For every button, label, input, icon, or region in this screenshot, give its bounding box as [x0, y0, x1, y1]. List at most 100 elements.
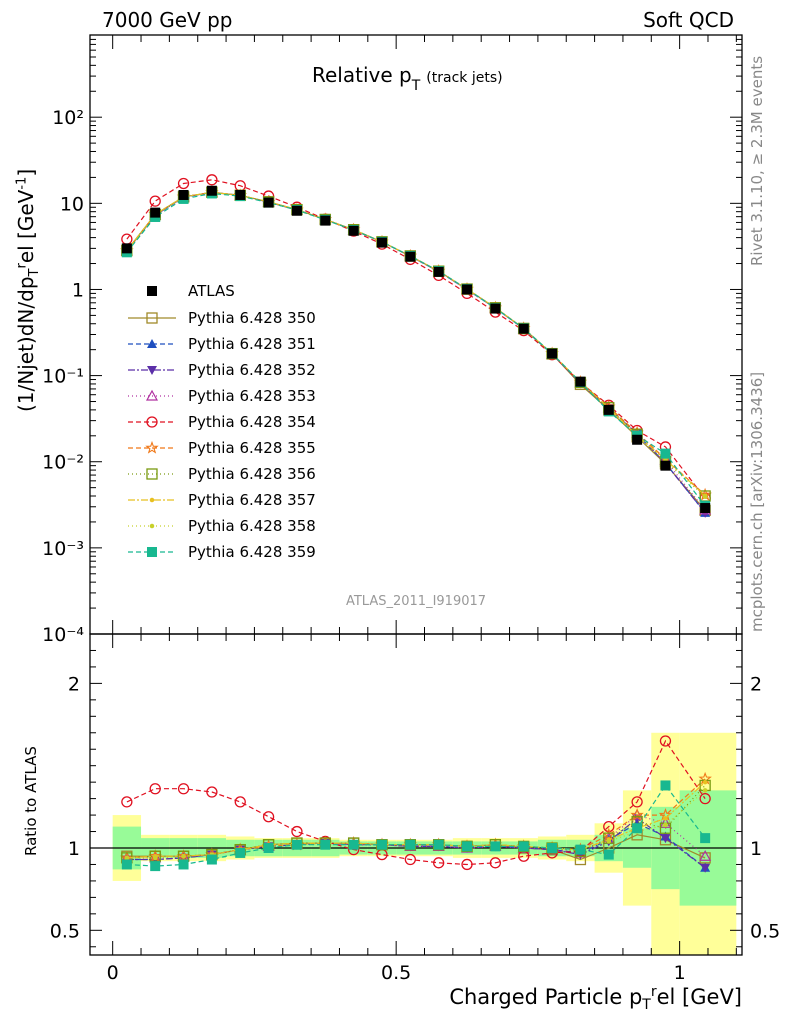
legend-marker-8: [149, 523, 155, 529]
ratio-4-point-2: [177, 783, 190, 795]
ratio-y-tick-label: 0.5: [50, 920, 80, 942]
ratio-4-point-20: [699, 792, 711, 805]
ratio-2-point-19: [660, 834, 671, 844]
ratio-panel: [90, 732, 742, 955]
legend: ATLAS Pythia 6.428 350 Pythia 6.428 351 Pyt…: [128, 282, 316, 561]
header-right: Soft QCD: [643, 8, 734, 32]
header-left: 7000 GeV pp: [102, 8, 233, 32]
series-4-point-1: [149, 195, 161, 207]
data-point-13: [490, 303, 501, 314]
ratio-8-point-20: [702, 788, 708, 793]
top-y-tick-label: 10⁻¹: [42, 366, 84, 388]
ratio-9-point-16: [575, 844, 586, 855]
ratio-line-9: [126, 784, 706, 867]
ratio-9-point-9: [376, 839, 387, 850]
ratio-9-point-1: [150, 861, 161, 872]
data-point-18: [632, 434, 643, 445]
data-point-11: [433, 266, 444, 277]
ratio-8-point-1: [152, 855, 158, 861]
ratio-4-point-1: [149, 783, 161, 795]
data-point-15: [547, 348, 558, 359]
ratio-y-tick-label: 2: [68, 673, 80, 695]
legend-label-atlas: ATLAS: [188, 282, 235, 300]
legend-label-2: Pythia 6.428 352: [188, 361, 316, 379]
top-y-tick-label: 10²: [52, 107, 84, 129]
ratio-8-point-19: [663, 822, 668, 828]
ratio-line-4: [126, 739, 706, 866]
x-tick-label: 0.5: [381, 962, 411, 984]
legend-label-0: Pythia 6.428 350: [188, 309, 316, 327]
ratio-4-point-11: [433, 857, 445, 869]
data-point-12: [462, 284, 473, 295]
ratio-y-tick-label: 1: [68, 838, 80, 860]
ratio-y-tick-label-right: 2: [750, 673, 762, 695]
data-point-2: [178, 189, 189, 200]
series-line-8: [126, 191, 706, 498]
data-point-14: [518, 323, 529, 334]
legend-label-1: Pythia 6.428 351: [188, 335, 316, 353]
ratio-9-point-11: [433, 839, 444, 850]
data-point-3: [206, 185, 217, 196]
ratio-9-point-17: [603, 849, 614, 860]
legend-marker-6: [146, 468, 158, 480]
ratio-4-point-4: [234, 796, 246, 808]
data-point-6: [291, 205, 302, 216]
data-point-16: [575, 376, 586, 387]
ratio-y-tick-label-right: 0.5: [750, 920, 780, 942]
legend-marker-2: [147, 366, 157, 375]
data-point-7: [320, 215, 331, 226]
series-4-point-0: [121, 233, 133, 245]
ratio-9-point-18: [632, 823, 643, 834]
ratio-9-point-0: [121, 859, 132, 870]
legend-marker-atlas: [147, 286, 157, 296]
ratio-4-point-10: [404, 853, 416, 866]
ratio-7-point-20: [702, 779, 708, 785]
top-y-tick-label: 10⁻⁴: [42, 624, 84, 646]
ratio-9-point-20: [700, 833, 711, 844]
ratio-4-point-12: [461, 858, 473, 871]
axes: 10⁻⁴ 10⁻³ 10⁻² 10⁻¹ 1 10 10² 0.5 0.5 1 1 2 2 0 0.5 1: [42, 34, 780, 984]
ratio-4-point-18: [631, 796, 643, 808]
ratio-2-point-20: [700, 863, 711, 873]
ratio-9-point-2: [178, 859, 189, 870]
ratio-8-point-2: [181, 853, 186, 859]
ratio-9-point-12: [462, 841, 473, 852]
ratio-9-point-6: [291, 839, 302, 850]
ratio-9-point-15: [547, 843, 558, 853]
legend-label-4: Pythia 6.428 354: [188, 413, 316, 431]
ratio-frame: [89, 633, 743, 956]
ratio-8-point-17: [606, 839, 612, 844]
ratio-9-point-19: [660, 780, 671, 791]
legend-label-7: Pythia 6.428 357: [188, 491, 316, 509]
x-tick-label: 1: [674, 962, 686, 984]
legend-label-6: Pythia 6.428 356: [188, 465, 316, 483]
ratio-9-point-4: [235, 847, 246, 858]
ratio-4-point-17: [603, 820, 615, 833]
ratio-7-point-19: [663, 816, 668, 821]
data-point-20: [700, 503, 711, 514]
ratio-9-point-13: [490, 841, 501, 852]
data-point-4: [235, 189, 246, 200]
data-point-10: [405, 251, 416, 262]
ratio-8-point-0: [124, 855, 130, 861]
series-4-point-2: [177, 177, 190, 190]
legend-label-8: Pythia 6.428 358: [188, 517, 316, 535]
ratio-5-point-2: [176, 849, 191, 863]
ratio-line-7: [126, 781, 706, 859]
x-axis-label: Charged Particle pTrel [GeV]: [449, 984, 742, 1014]
top-panel: [120, 174, 712, 518]
data-point-8: [348, 225, 359, 236]
ratio-4-point-19: [659, 735, 672, 747]
legend-marker-3: [145, 389, 159, 401]
ratio-4-point-6: [291, 825, 303, 838]
ratio-9-point-10: [405, 839, 416, 850]
top-y-tick-label: 10: [60, 193, 84, 215]
legend-label-9: Pythia 6.428 359: [188, 543, 316, 561]
ratio-9-point-8: [348, 839, 359, 850]
data-point-9: [376, 237, 387, 248]
ratio-9-point-3: [206, 854, 217, 865]
ratio-9-point-14: [518, 841, 529, 852]
legend-marker-5: [145, 440, 159, 454]
series-4-point-3: [206, 174, 218, 186]
